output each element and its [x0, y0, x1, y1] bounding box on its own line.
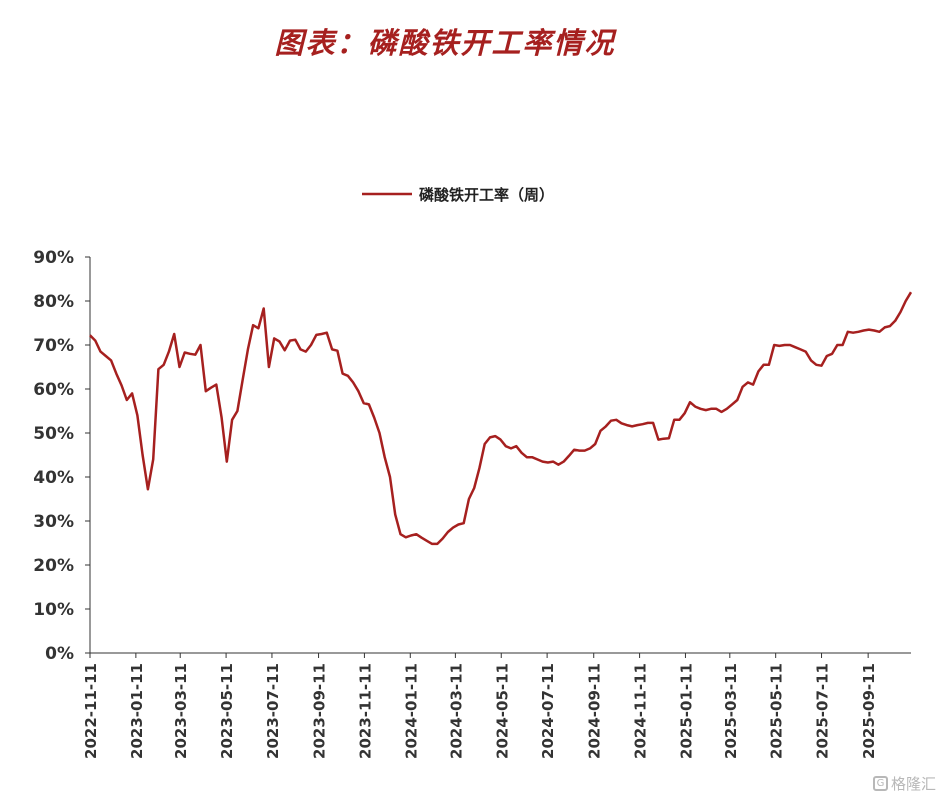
- y-tick-label: 40%: [33, 468, 74, 488]
- x-axis: 2022-11-11 2023-01-11 2023-03-11 2023-05-11…: [82, 652, 911, 759]
- plot-area: [89, 291, 913, 546]
- y-tick-label: 10%: [33, 600, 74, 620]
- x-tick-label: 2025-09-11: [860, 663, 878, 759]
- x-tick-label: 2023-05-11: [218, 663, 236, 759]
- x-tick-label: 2022-11-11: [82, 663, 100, 759]
- x-tick-label: 2024-01-11: [402, 663, 420, 759]
- x-tick-label: 2025-01-11: [677, 663, 695, 759]
- x-tick-label: 2023-07-11: [264, 663, 282, 759]
- x-tick-label: 2024-07-11: [539, 663, 557, 759]
- y-tick-label: 70%: [33, 336, 74, 356]
- series-line: [89, 291, 913, 546]
- y-tick-label: 80%: [33, 292, 74, 312]
- x-tick-label: 2024-05-11: [493, 663, 511, 759]
- y-tick-label: 20%: [33, 556, 74, 576]
- y-tick-label: 60%: [33, 380, 74, 400]
- x-tick-label: 2024-03-11: [447, 663, 465, 759]
- x-tick-label: 2024-09-11: [586, 663, 604, 759]
- y-tick-label: 50%: [33, 424, 74, 444]
- y-tick-label: 30%: [33, 512, 74, 532]
- x-tick-label: 2024-11-11: [632, 663, 650, 759]
- legend-label: 磷酸铁开工率（周）: [419, 186, 554, 204]
- watermark: G 格隆汇: [872, 773, 936, 794]
- x-tick-label: 2023-09-11: [311, 663, 329, 759]
- y-tick-label: 90%: [33, 248, 74, 268]
- x-tick-label: 2023-11-11: [356, 663, 374, 759]
- y-axis: 0% 10% 20% 30% 40% 50% 60% 70% 80% 90%: [33, 248, 91, 664]
- x-tick-label: 2023-03-11: [172, 663, 190, 759]
- x-tick-label: 2025-05-11: [768, 663, 786, 759]
- x-tick-label: 2025-07-11: [814, 663, 832, 759]
- x-tick-label: 2023-01-11: [128, 663, 146, 759]
- watermark-text: 格隆汇: [890, 775, 936, 793]
- y-tick-label: 0%: [45, 644, 74, 664]
- page-title: 图表：磷酸铁开工率情况: [274, 26, 616, 60]
- x-tick-label: 2025-03-11: [722, 663, 740, 759]
- gelonghui-logo-icon: G: [872, 776, 888, 791]
- chart-legend: 磷酸铁开工率（周）: [362, 186, 554, 204]
